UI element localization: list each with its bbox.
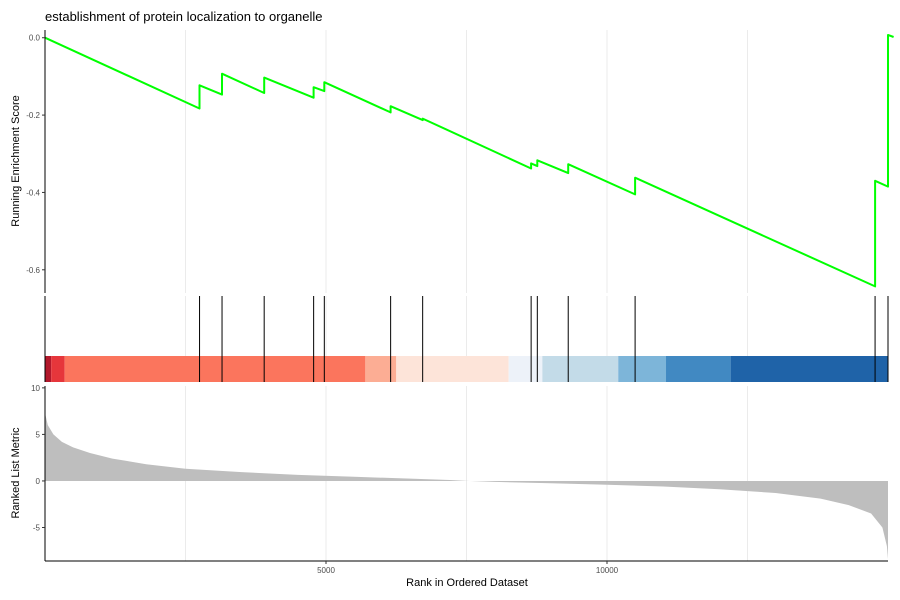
metric-area-layer bbox=[45, 413, 888, 560]
rank-color-bar bbox=[45, 356, 888, 382]
grid-lines bbox=[185, 30, 748, 561]
color-bar-segment bbox=[365, 356, 397, 382]
y-tick-label-score: -0.2 bbox=[26, 111, 40, 120]
y-tick-label-metric: -5 bbox=[33, 523, 41, 532]
color-bar-segment bbox=[64, 356, 366, 382]
y-tick-label-metric: 0 bbox=[36, 477, 41, 486]
axes bbox=[44, 30, 888, 562]
color-bar-segment bbox=[542, 356, 619, 382]
color-bar-segment bbox=[396, 356, 509, 382]
color-bar-segment bbox=[51, 356, 65, 382]
chart-title: establishment of protein localization to… bbox=[45, 9, 323, 24]
color-bar-segment bbox=[730, 356, 888, 382]
y-tick-label-metric: 10 bbox=[31, 384, 40, 393]
color-bar-segment bbox=[666, 356, 731, 382]
color-bar-segment bbox=[618, 356, 667, 382]
ranked-metric-area bbox=[45, 413, 888, 560]
running-score-line bbox=[44, 34, 894, 288]
y-tick-label-score: 0.0 bbox=[29, 34, 41, 43]
tick-labels: 0.0 -0.2 -0.4 -0.6 10 5 0 -5 5000 10000 bbox=[26, 34, 618, 575]
gene-hit-lines bbox=[199, 296, 889, 382]
y-tick-label-score: -0.6 bbox=[26, 266, 40, 275]
y-axis-label-ranked-metric: Ranked List Metric bbox=[10, 427, 22, 519]
x-axis-label: Rank in Ordered Dataset bbox=[406, 577, 528, 589]
y-tick-label-score: -0.4 bbox=[26, 188, 40, 197]
color-bar-segment bbox=[45, 356, 52, 382]
y-axis-label-running-score: Running Enrichment Score bbox=[10, 95, 22, 226]
x-tick-label: 5000 bbox=[317, 566, 335, 575]
running-score-layer bbox=[44, 34, 894, 288]
y-tick-label-metric: 5 bbox=[36, 430, 41, 439]
color-bar-segment bbox=[508, 356, 543, 382]
x-tick-label: 10000 bbox=[596, 566, 619, 575]
